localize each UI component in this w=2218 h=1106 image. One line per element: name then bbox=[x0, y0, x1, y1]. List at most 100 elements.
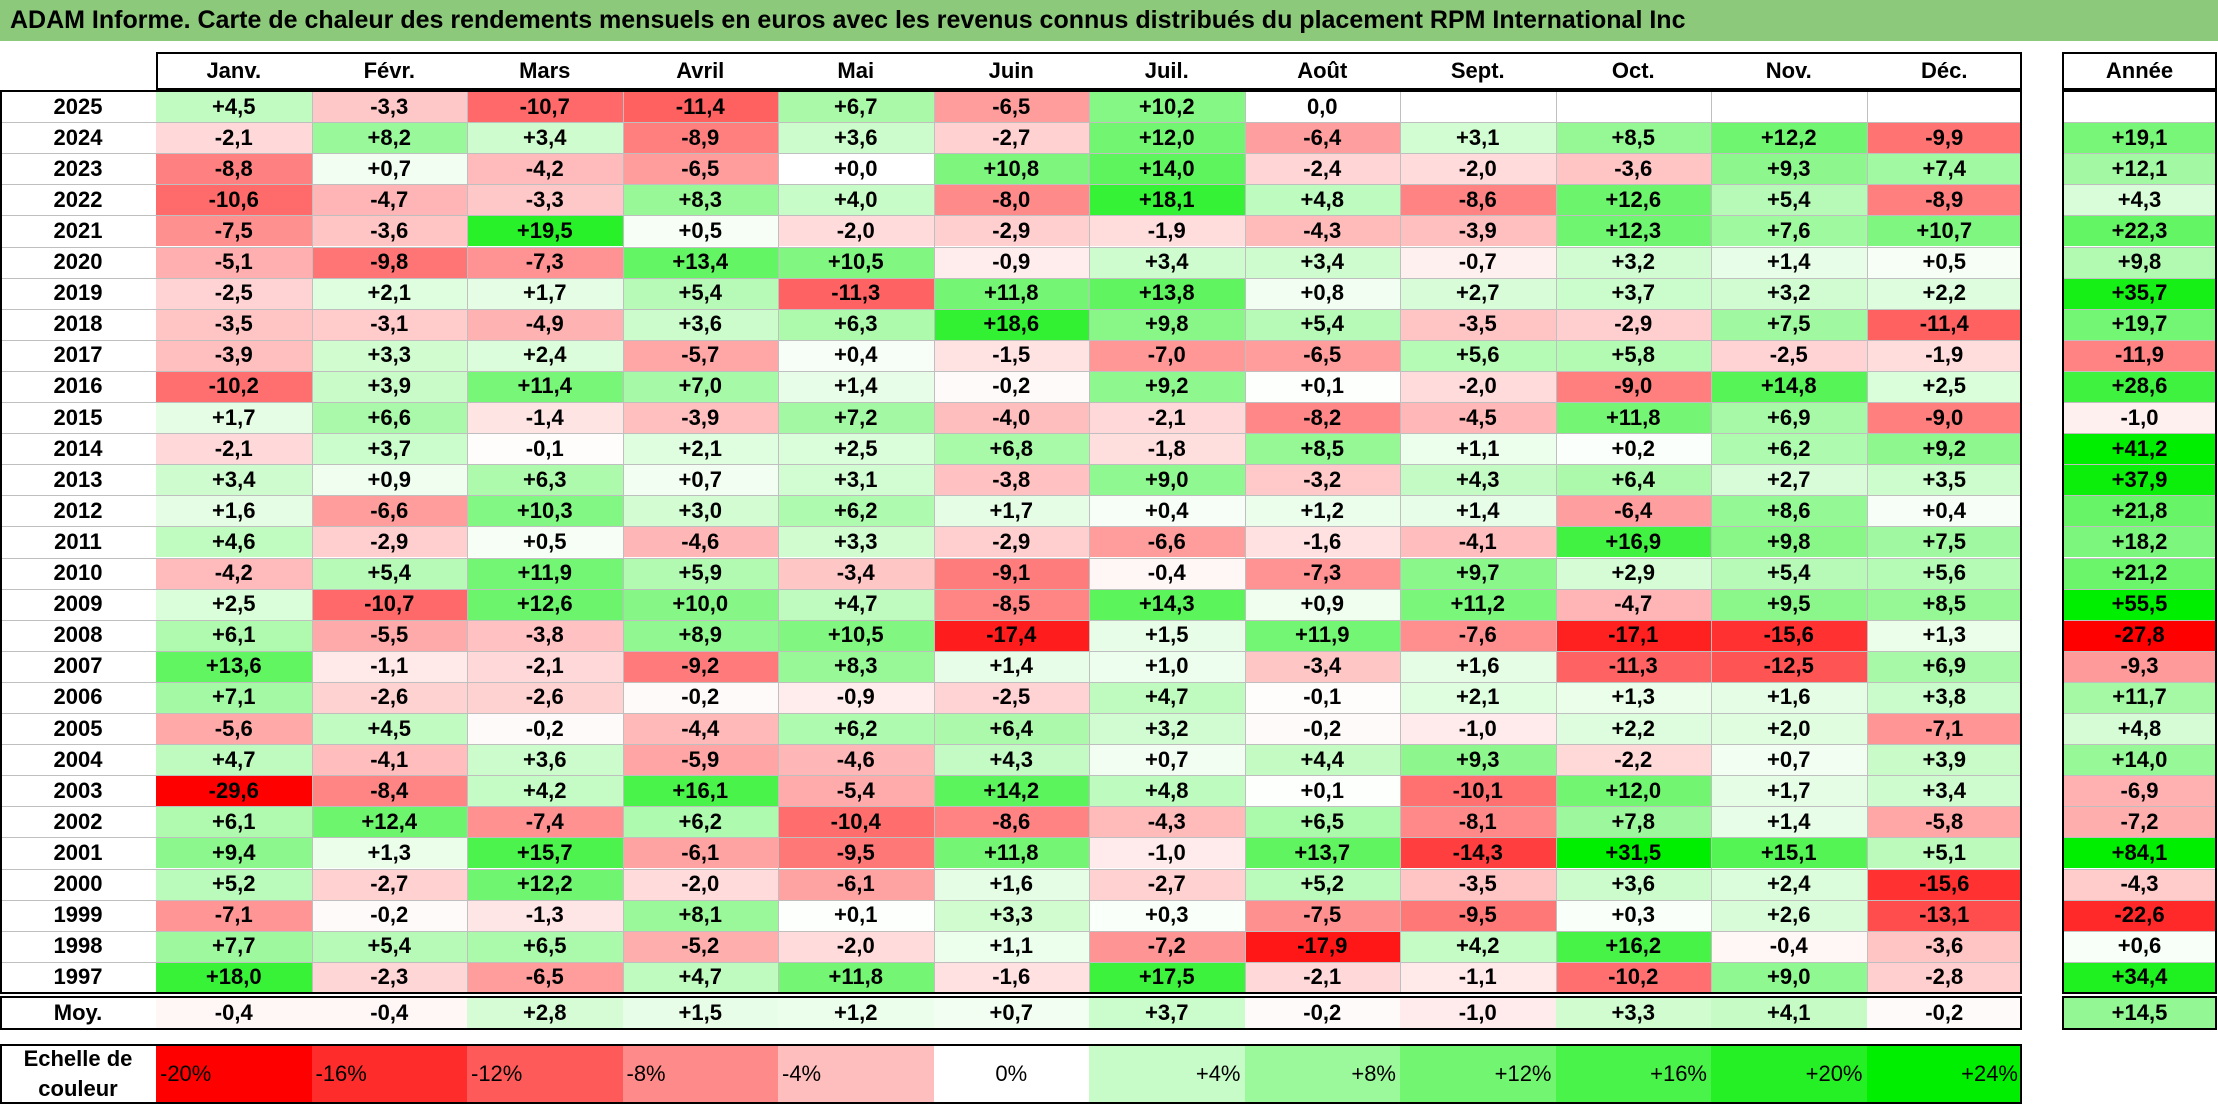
scale-label-line2: couleur bbox=[38, 1076, 118, 1101]
heatmap-cell: +12,4 bbox=[311, 806, 467, 838]
year-label: 2006 bbox=[53, 684, 103, 710]
month-header: Mars bbox=[519, 58, 571, 83]
heatmap-cell: +12,6 bbox=[467, 588, 623, 620]
heatmap-cell: +0,3 bbox=[1555, 899, 1711, 931]
heatmap-cell: -3,9 bbox=[622, 402, 778, 434]
heatmap-cell: +11,9 bbox=[1244, 619, 1400, 651]
annual-cell: +37,9 bbox=[2062, 464, 2217, 496]
heatmap-cell: -1,6 bbox=[933, 961, 1089, 993]
year-label: 1998 bbox=[53, 933, 103, 959]
grid-line bbox=[2062, 650, 2217, 652]
scale-swatch: +8% bbox=[1244, 1044, 1400, 1104]
heatmap-cell: +8,3 bbox=[778, 650, 934, 682]
heatmap-cell: +6,5 bbox=[1244, 806, 1400, 838]
grid-line bbox=[0, 153, 2022, 155]
annual-cell: +34,4 bbox=[2062, 961, 2217, 993]
heatmap-cell: +6,6 bbox=[311, 402, 467, 434]
annual-cell: -9,3 bbox=[2062, 650, 2217, 682]
grid-line bbox=[0, 308, 2022, 310]
annual-header: Année bbox=[2105, 58, 2174, 83]
annual-cell: +55,5 bbox=[2062, 588, 2217, 620]
grid-line bbox=[2062, 308, 2217, 310]
heatmap-cell: +6,4 bbox=[933, 713, 1089, 745]
heatmap-cell: +3,7 bbox=[311, 433, 467, 465]
heatmap-cell: -2,5 bbox=[933, 681, 1089, 713]
grid-line bbox=[0, 713, 2022, 714]
month-header: Mai bbox=[837, 58, 875, 83]
heatmap-cell: -15,6 bbox=[1866, 868, 2022, 900]
annual-cell: -6,9 bbox=[2062, 775, 2217, 807]
scale-swatch: -20% bbox=[156, 1044, 312, 1104]
grid-line bbox=[0, 650, 2022, 652]
grid-line bbox=[2062, 339, 2217, 341]
heatmap-cell: +0,9 bbox=[1244, 588, 1400, 620]
year-label: 2010 bbox=[53, 560, 103, 586]
heatmap-cell: -9,5 bbox=[1400, 899, 1556, 931]
heatmap-cell: -3,6 bbox=[1555, 153, 1711, 185]
heatmap-cell: +5,4 bbox=[1711, 184, 1867, 216]
heatmap-cell: +4,5 bbox=[311, 713, 467, 745]
scale-swatch: +16% bbox=[1555, 1044, 1711, 1104]
heatmap-cell: +11,8 bbox=[1555, 402, 1711, 434]
annual-cell: +28,6 bbox=[2062, 370, 2217, 402]
heatmap-cell: +9,8 bbox=[1711, 526, 1867, 558]
heatmap-cell: -0,1 bbox=[467, 433, 623, 465]
heatmap-cell: -6,1 bbox=[778, 868, 934, 900]
year-label: 2011 bbox=[54, 528, 102, 554]
heatmap-cell: -10,7 bbox=[467, 91, 623, 123]
heatmap-cell: +1,6 bbox=[933, 868, 1089, 900]
heatmap-cell: -1,5 bbox=[933, 339, 1089, 371]
heatmap-cell: -2,9 bbox=[1555, 308, 1711, 340]
year-label: 2024 bbox=[53, 124, 103, 150]
average-cell: +2,8 bbox=[467, 996, 623, 1029]
annual-cell: +19,1 bbox=[2062, 122, 2217, 154]
heatmap-cell: +1,7 bbox=[467, 277, 623, 309]
grid-line bbox=[933, 91, 935, 993]
heatmap-cell: -1,1 bbox=[1400, 961, 1556, 993]
grid-line bbox=[622, 91, 624, 993]
heatmap-cell: +9,2 bbox=[1866, 433, 2022, 465]
grid-line bbox=[2062, 153, 2217, 155]
grid-line bbox=[2062, 868, 2217, 870]
heatmap-cell: +1,6 bbox=[1400, 650, 1556, 682]
heatmap-cell: -2,6 bbox=[311, 681, 467, 713]
heatmap-cell: +1,7 bbox=[933, 495, 1089, 527]
heatmap-cell: -14,3 bbox=[1400, 837, 1556, 869]
heatmap-cell: +0,5 bbox=[622, 215, 778, 247]
heatmap-cell: -3,1 bbox=[311, 308, 467, 340]
heatmap-cell: +12,3 bbox=[1555, 215, 1711, 247]
heatmap-cell: -0,2 bbox=[622, 681, 778, 713]
heatmap-cell: +11,4 bbox=[467, 370, 623, 402]
heatmap-cell: +0,3 bbox=[1089, 899, 1245, 931]
heatmap-cell: +4,7 bbox=[778, 588, 934, 620]
annual-cell: +22,3 bbox=[2062, 215, 2217, 247]
heatmap-cell: +7,8 bbox=[1555, 806, 1711, 838]
heatmap-cell: -6,4 bbox=[1244, 122, 1400, 154]
grid-line bbox=[0, 557, 2022, 559]
heatmap-cell: -5,7 bbox=[622, 339, 778, 371]
heatmap-cell: +17,5 bbox=[1089, 961, 1245, 993]
heatmap-cell: -8,5 bbox=[933, 588, 1089, 620]
heatmap-cell: -1,6 bbox=[1244, 526, 1400, 558]
grid-line bbox=[0, 402, 2022, 403]
heatmap-cell: -4,4 bbox=[622, 713, 778, 745]
heatmap-cell: +5,2 bbox=[156, 868, 312, 900]
heatmap-cell: -1,0 bbox=[1089, 837, 1245, 869]
year-label: 1997 bbox=[53, 964, 103, 990]
heatmap-cell bbox=[1400, 91, 1556, 123]
heatmap-cell: +3,6 bbox=[622, 308, 778, 340]
annual-cell: -22,6 bbox=[2062, 899, 2217, 931]
heatmap-cell: +7,0 bbox=[622, 370, 778, 402]
heatmap-cell: +0,7 bbox=[1089, 744, 1245, 776]
heatmap-cell: +8,6 bbox=[1711, 495, 1867, 527]
heatmap-cell: +2,2 bbox=[1555, 713, 1711, 745]
heatmap-cell: +19,5 bbox=[467, 215, 623, 247]
heatmap-cell: +7,2 bbox=[778, 402, 934, 434]
heatmap-cell: +3,1 bbox=[778, 464, 934, 496]
average-cell: +1,2 bbox=[778, 996, 934, 1029]
heatmap-cell: +10,2 bbox=[1089, 91, 1245, 123]
heatmap-cell: -2,7 bbox=[311, 868, 467, 900]
heatmap-cell: +9,5 bbox=[1711, 588, 1867, 620]
heatmap-cell: -9,8 bbox=[311, 246, 467, 278]
heatmap-cell: +9,4 bbox=[156, 837, 312, 869]
